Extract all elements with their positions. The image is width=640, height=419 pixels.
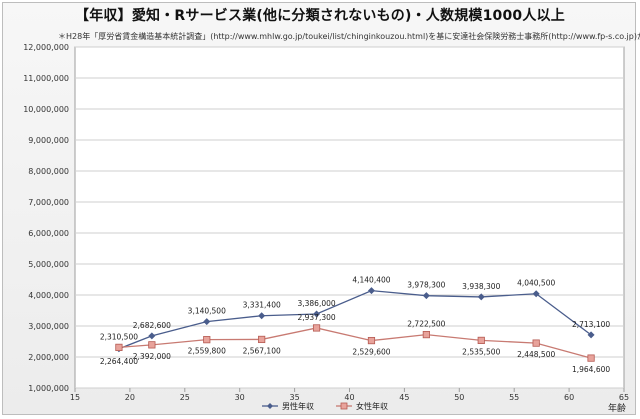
y-tick-label: 12,000,000 — [23, 43, 69, 52]
y-tick-label: 2,000,000 — [28, 353, 69, 362]
data-label: 2,682,600 — [133, 321, 171, 330]
data-point-male — [477, 293, 485, 301]
data-label: 2,567,100 — [243, 346, 281, 355]
data-label: 2,713,100 — [572, 320, 610, 329]
chart-title: 【年収】愛知・Rサービス業(他に分類されないもの)・人数規模1000人以上 — [75, 8, 565, 24]
x-tick-label: 15 — [70, 393, 80, 402]
x-tick-label: 25 — [180, 393, 190, 402]
legend-label: 男性年収 — [282, 401, 314, 411]
x-tick-label: 35 — [290, 393, 300, 402]
data-point-male — [313, 310, 321, 318]
chart-subtitle: ＊H28年「厚労省賃金構造基本統計調査」(http://www.mhlw.go.… — [58, 32, 640, 41]
data-point-male — [587, 331, 595, 339]
data-point-male — [367, 287, 375, 295]
legend-label: 女性年収 — [356, 401, 388, 411]
data-point-male — [532, 290, 540, 298]
x-tick-label: 40 — [344, 393, 354, 402]
x-tick-label: 45 — [399, 393, 409, 402]
data-point-female — [477, 336, 485, 344]
data-label: 1,964,600 — [572, 365, 610, 374]
data-label: 3,140,500 — [188, 307, 226, 316]
data-label: 2,937,300 — [297, 313, 335, 322]
data-label: 2,559,800 — [188, 347, 226, 356]
data-label: 3,938,300 — [462, 282, 500, 291]
data-point-female — [532, 339, 540, 347]
data-label: 2,722,500 — [407, 320, 445, 329]
y-tick-label: 3,000,000 — [28, 322, 69, 331]
y-tick-label: 8,000,000 — [28, 167, 69, 176]
data-label: 3,978,300 — [407, 281, 445, 290]
data-point-female — [367, 336, 376, 345]
x-tick-label: 30 — [235, 393, 245, 402]
y-tick-label: 5,000,000 — [28, 260, 69, 269]
data-label: 2,529,600 — [352, 348, 390, 357]
y-tick-label: 1,000,000 — [28, 384, 69, 393]
x-tick-label: 65 — [619, 393, 629, 402]
series-line-male — [118, 289, 592, 350]
data-point-male — [148, 332, 156, 340]
data-point-female — [422, 331, 430, 339]
x-axis-label: 年齢 — [608, 402, 626, 414]
data-point-female — [115, 343, 123, 351]
y-tick-label: 11,000,000 — [23, 74, 69, 83]
plot-area — [74, 46, 625, 389]
y-tick-label: 10,000,000 — [23, 105, 69, 114]
data-label: 2,448,500 — [517, 350, 555, 359]
data-label: 4,140,400 — [352, 276, 390, 285]
data-label: 2,392,000 — [133, 352, 171, 361]
series-line-female — [118, 327, 592, 359]
data-point-female — [203, 336, 211, 344]
y-tick-label: 7,000,000 — [28, 198, 69, 207]
data-point-female — [312, 324, 321, 332]
data-label: 3,331,400 — [243, 301, 281, 310]
data-label: 2,264,400 — [100, 357, 138, 366]
x-tick-label: 60 — [564, 393, 574, 402]
legend-marker-female — [340, 402, 348, 410]
data-point-female — [587, 354, 595, 362]
x-tick-label: 50 — [454, 393, 464, 402]
x-tick-label: 20 — [125, 393, 135, 402]
data-point-female — [258, 335, 266, 344]
data-label: 2,535,500 — [462, 347, 500, 356]
data-label: 4,040,500 — [517, 279, 555, 288]
data-label: 3,386,000 — [297, 299, 335, 308]
data-point-female — [148, 341, 156, 349]
y-tick-label: 9,000,000 — [28, 136, 69, 145]
y-tick-label: 4,000,000 — [28, 291, 69, 300]
x-tick-label: 55 — [509, 393, 519, 402]
data-point-male — [422, 292, 430, 300]
y-tick-label: 6,000,000 — [28, 229, 69, 238]
data-point-male — [203, 318, 211, 326]
data-point-male — [258, 312, 266, 320]
data-label: 2,310,500 — [100, 332, 138, 341]
legend-marker-male — [267, 403, 273, 409]
